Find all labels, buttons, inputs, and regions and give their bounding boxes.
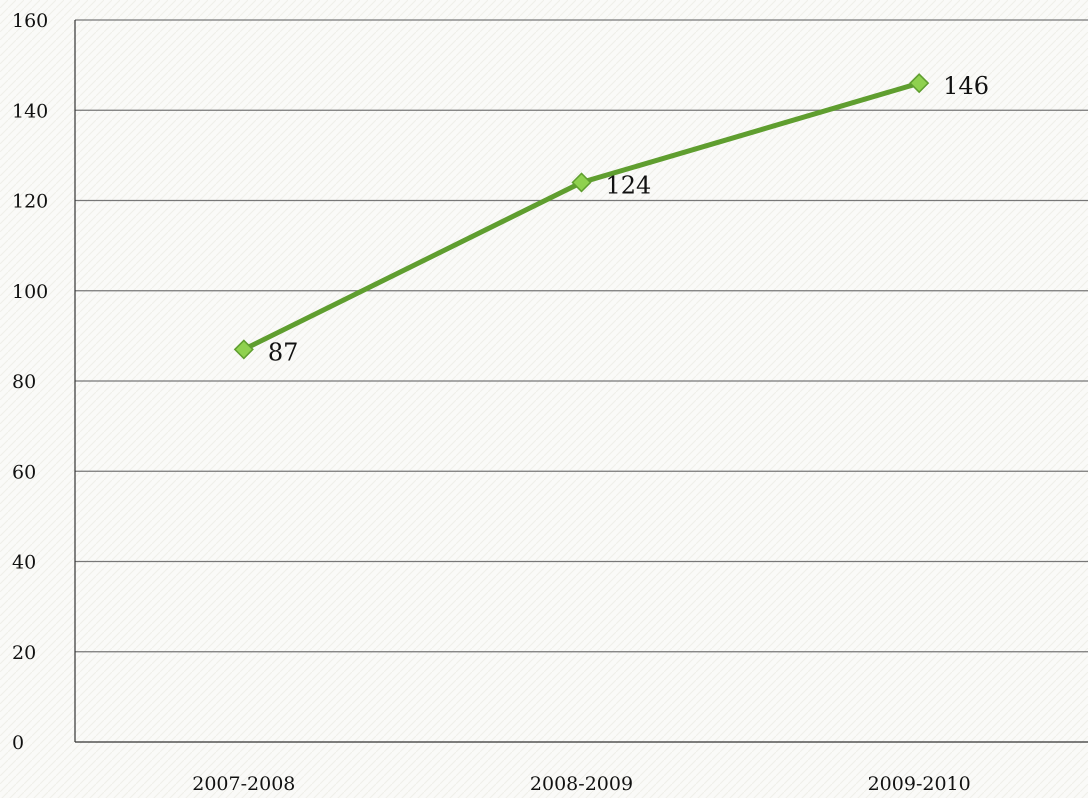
y-tick-label: 120 — [12, 191, 48, 213]
data-point-marker — [571, 172, 592, 193]
data-label: 87 — [268, 338, 299, 366]
y-axis-tick-labels: 0 20 40 60 80 100 120 140 160 — [12, 10, 48, 754]
axes — [74, 20, 1088, 743]
data-labels: 87 124 146 — [268, 72, 989, 366]
y-tick-label: 160 — [12, 10, 48, 32]
y-tick-label: 20 — [12, 642, 36, 664]
y-tick-label: 140 — [12, 100, 48, 122]
y-tick-label: 80 — [12, 371, 36, 393]
data-series — [233, 73, 930, 360]
x-tick-label: 2009-2010 — [868, 773, 971, 795]
y-tick-label: 60 — [12, 461, 36, 483]
data-label: 146 — [943, 72, 989, 100]
data-point-marker — [233, 339, 254, 360]
x-tick-label: 2008-2009 — [530, 773, 633, 795]
gridlines — [75, 19, 1088, 653]
data-point-marker — [909, 73, 930, 94]
y-tick-label: 40 — [12, 552, 36, 574]
y-tick-label: 0 — [12, 732, 24, 754]
data-label: 124 — [606, 171, 652, 199]
x-tick-label: 2007-2008 — [192, 773, 295, 795]
x-axis-tick-labels: 2007-2008 2008-2009 2009-2010 — [192, 773, 970, 795]
y-tick-label: 100 — [12, 281, 48, 303]
